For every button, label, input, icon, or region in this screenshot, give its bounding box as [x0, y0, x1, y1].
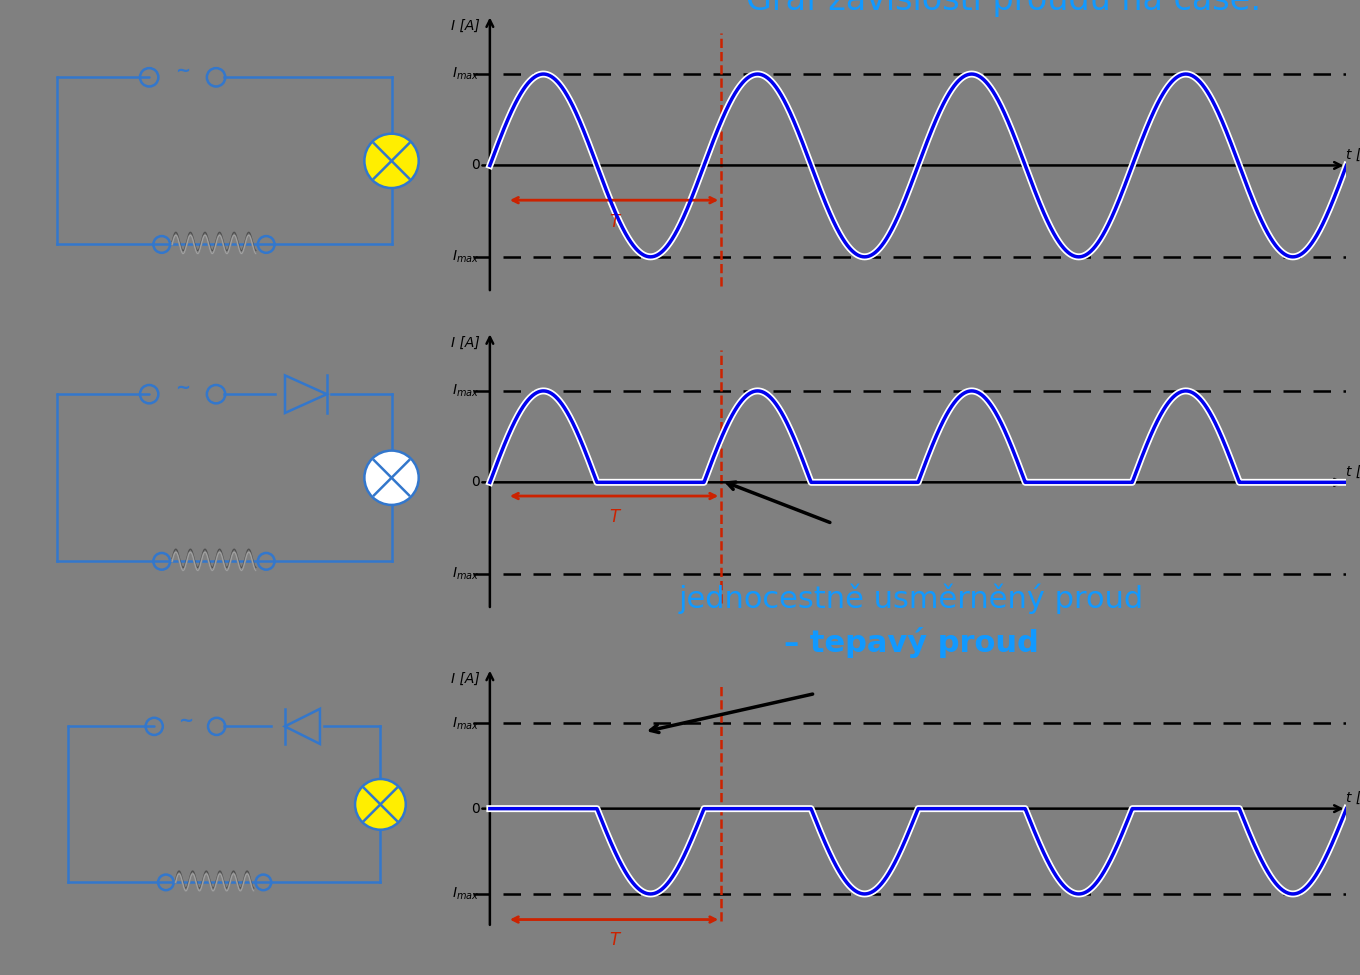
Text: ~: ~	[178, 712, 193, 729]
Text: jednocestně usměrněný proud: jednocestně usměrněný proud	[679, 584, 1144, 614]
Text: t [s]: t [s]	[1346, 465, 1360, 479]
Text: $I_{max}$: $I_{max}$	[453, 66, 480, 82]
Text: T: T	[609, 508, 619, 526]
Text: T: T	[609, 930, 619, 949]
Text: t [s]: t [s]	[1346, 792, 1360, 805]
Circle shape	[364, 450, 419, 505]
Text: – tepavý proud: – tepavý proud	[783, 627, 1039, 658]
Text: T: T	[609, 213, 619, 231]
Circle shape	[364, 134, 419, 188]
Text: Graf závislosti proudu na čase:: Graf závislosti proudu na čase:	[747, 0, 1262, 18]
Text: $I_{max}$: $I_{max}$	[453, 383, 480, 399]
Text: I [A]: I [A]	[450, 20, 480, 33]
Text: t [s]: t [s]	[1346, 148, 1360, 162]
Text: I [A]: I [A]	[450, 672, 480, 686]
Text: I [A]: I [A]	[450, 336, 480, 350]
Text: 0: 0	[471, 159, 480, 173]
Text: $I_{max}$: $I_{max}$	[453, 885, 480, 902]
Text: $I_{max}$: $I_{max}$	[453, 715, 480, 731]
Text: 0: 0	[471, 801, 480, 816]
Text: $I_{max}$: $I_{max}$	[453, 566, 480, 582]
Text: $I_{max}$: $I_{max}$	[453, 249, 480, 265]
Text: 0: 0	[471, 476, 480, 489]
Circle shape	[355, 779, 405, 830]
Text: ~: ~	[175, 379, 190, 397]
Text: ~: ~	[175, 62, 190, 80]
